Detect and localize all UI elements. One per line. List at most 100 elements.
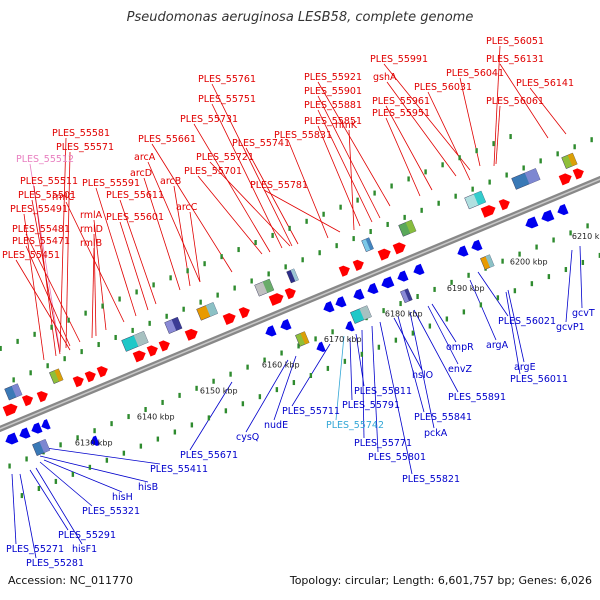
scale-label: 6150 kbp (200, 386, 238, 395)
forward-gene-arrow (480, 205, 496, 218)
reverse-gene-label: PLES_56021 (498, 316, 556, 327)
feature-block (196, 302, 219, 321)
tick-mark (161, 399, 164, 405)
tick-mark (212, 378, 215, 384)
tick-mark (492, 141, 495, 147)
reverse-gene-label: argA (486, 340, 509, 351)
tick-mark (420, 207, 423, 213)
scale-label: 6160 kbp (262, 361, 300, 370)
forward-gene-label: PLES_55731 (180, 114, 238, 125)
tick-mark (144, 407, 147, 413)
tick-mark (437, 200, 440, 206)
reverse-gene-arrow (280, 319, 292, 331)
reverse-gene-label: PLES_55271 (6, 544, 64, 555)
forward-gene-arrow (352, 259, 364, 271)
tick-mark (297, 343, 300, 349)
feature-block (4, 383, 23, 401)
reverse-gene-label: PLES_55291 (58, 530, 116, 541)
forward-gene-label: arcB (160, 176, 181, 187)
leader-line (23, 213, 45, 361)
tick-mark (110, 421, 113, 427)
reverse-gene-arrow (41, 419, 51, 430)
tick-mark (190, 422, 194, 428)
leader-line (397, 315, 425, 413)
tick-mark (267, 271, 270, 277)
tick-mark (233, 285, 236, 291)
leader-line (65, 201, 125, 323)
leader-line (31, 199, 61, 355)
leader-line (499, 63, 549, 139)
tick-mark (343, 358, 347, 364)
scale-labels: 6130 kbp 6140 kbp 6150 kbp 6160 kbp 6170 kbp… (75, 232, 600, 448)
forward-gene-label: PLES_55491 (10, 204, 68, 215)
leader-line (385, 117, 421, 197)
leader-line (379, 321, 413, 475)
leader-line (39, 461, 93, 507)
leader-line (35, 467, 83, 545)
reverse-gene-arrow (345, 320, 355, 332)
tick-mark (369, 229, 372, 235)
tick-mark (471, 186, 474, 192)
tick-mark (152, 282, 155, 288)
reverse-gene-arrow (397, 270, 409, 282)
forward-gene-arrow (284, 288, 296, 300)
leader-line (371, 325, 379, 453)
reverse-gene-arrow (367, 282, 379, 295)
tick-mark (496, 295, 500, 301)
leader-line (431, 303, 457, 343)
forward-gene-label: PLES_55601 (106, 212, 164, 223)
tick-mark (573, 144, 576, 150)
feature-block (295, 331, 310, 347)
feature-block (121, 330, 149, 352)
feature-blocks (4, 152, 578, 456)
tick-mark (569, 230, 572, 236)
forward-gene-arrow (158, 340, 170, 352)
forward-gene-label: PLES_55511 (20, 176, 78, 187)
tick-mark (522, 165, 525, 171)
tick-mark (207, 415, 211, 421)
tick-mark (195, 385, 198, 391)
leader-line (151, 143, 233, 273)
tick-mark (424, 169, 427, 175)
forward-gene-label: PLES_55501 (18, 190, 76, 201)
tick-mark (173, 429, 177, 435)
leader-line (565, 249, 573, 323)
forward-gene-arrow (21, 395, 34, 407)
forward-gene-arrow (146, 345, 158, 357)
tick-mark (46, 363, 49, 369)
leader-line (529, 87, 567, 135)
leader-line (469, 279, 497, 341)
leader-line (495, 105, 501, 165)
reverse-gene-label: PLES_55801 (368, 452, 426, 463)
forward-gene-arrow (572, 168, 584, 180)
forward-gene-label: PLES_55761 (198, 74, 256, 85)
tick-mark (275, 387, 279, 393)
tick-mark (50, 324, 53, 330)
tick-mark (101, 303, 104, 309)
scale-label: 6130 kbp (75, 438, 113, 447)
forward-gene-label: PLES_56041 (446, 68, 504, 79)
leader-line (95, 187, 137, 317)
leader-line (383, 63, 471, 171)
reverse-gene-label: PLES_55321 (82, 506, 140, 517)
tick-mark (250, 278, 253, 284)
forward-gene-label: PLES_55991 (370, 54, 428, 65)
tick-mark (416, 293, 419, 299)
forward-gene-labels: PLES_56051 PLES_55991 PLES_56131 gshA PLES_5… (2, 36, 574, 261)
tick-mark (54, 478, 58, 484)
tick-mark (241, 401, 245, 407)
reverse-gene-label: argE (514, 362, 536, 373)
tick-mark (454, 193, 457, 199)
reverse-gene-label: PLES_55891 (448, 392, 506, 403)
scale-label: 6210 kbp (572, 232, 600, 241)
tick-mark (326, 365, 330, 371)
forward-gene-arrow (238, 307, 250, 319)
tick-mark (229, 371, 232, 377)
tick-mark (411, 330, 415, 336)
leader-line (349, 337, 353, 401)
tick-mark (386, 221, 389, 227)
tick-mark (182, 306, 185, 312)
tick-mark (360, 351, 364, 357)
tick-mark (178, 392, 181, 398)
tick-mark (0, 345, 2, 351)
